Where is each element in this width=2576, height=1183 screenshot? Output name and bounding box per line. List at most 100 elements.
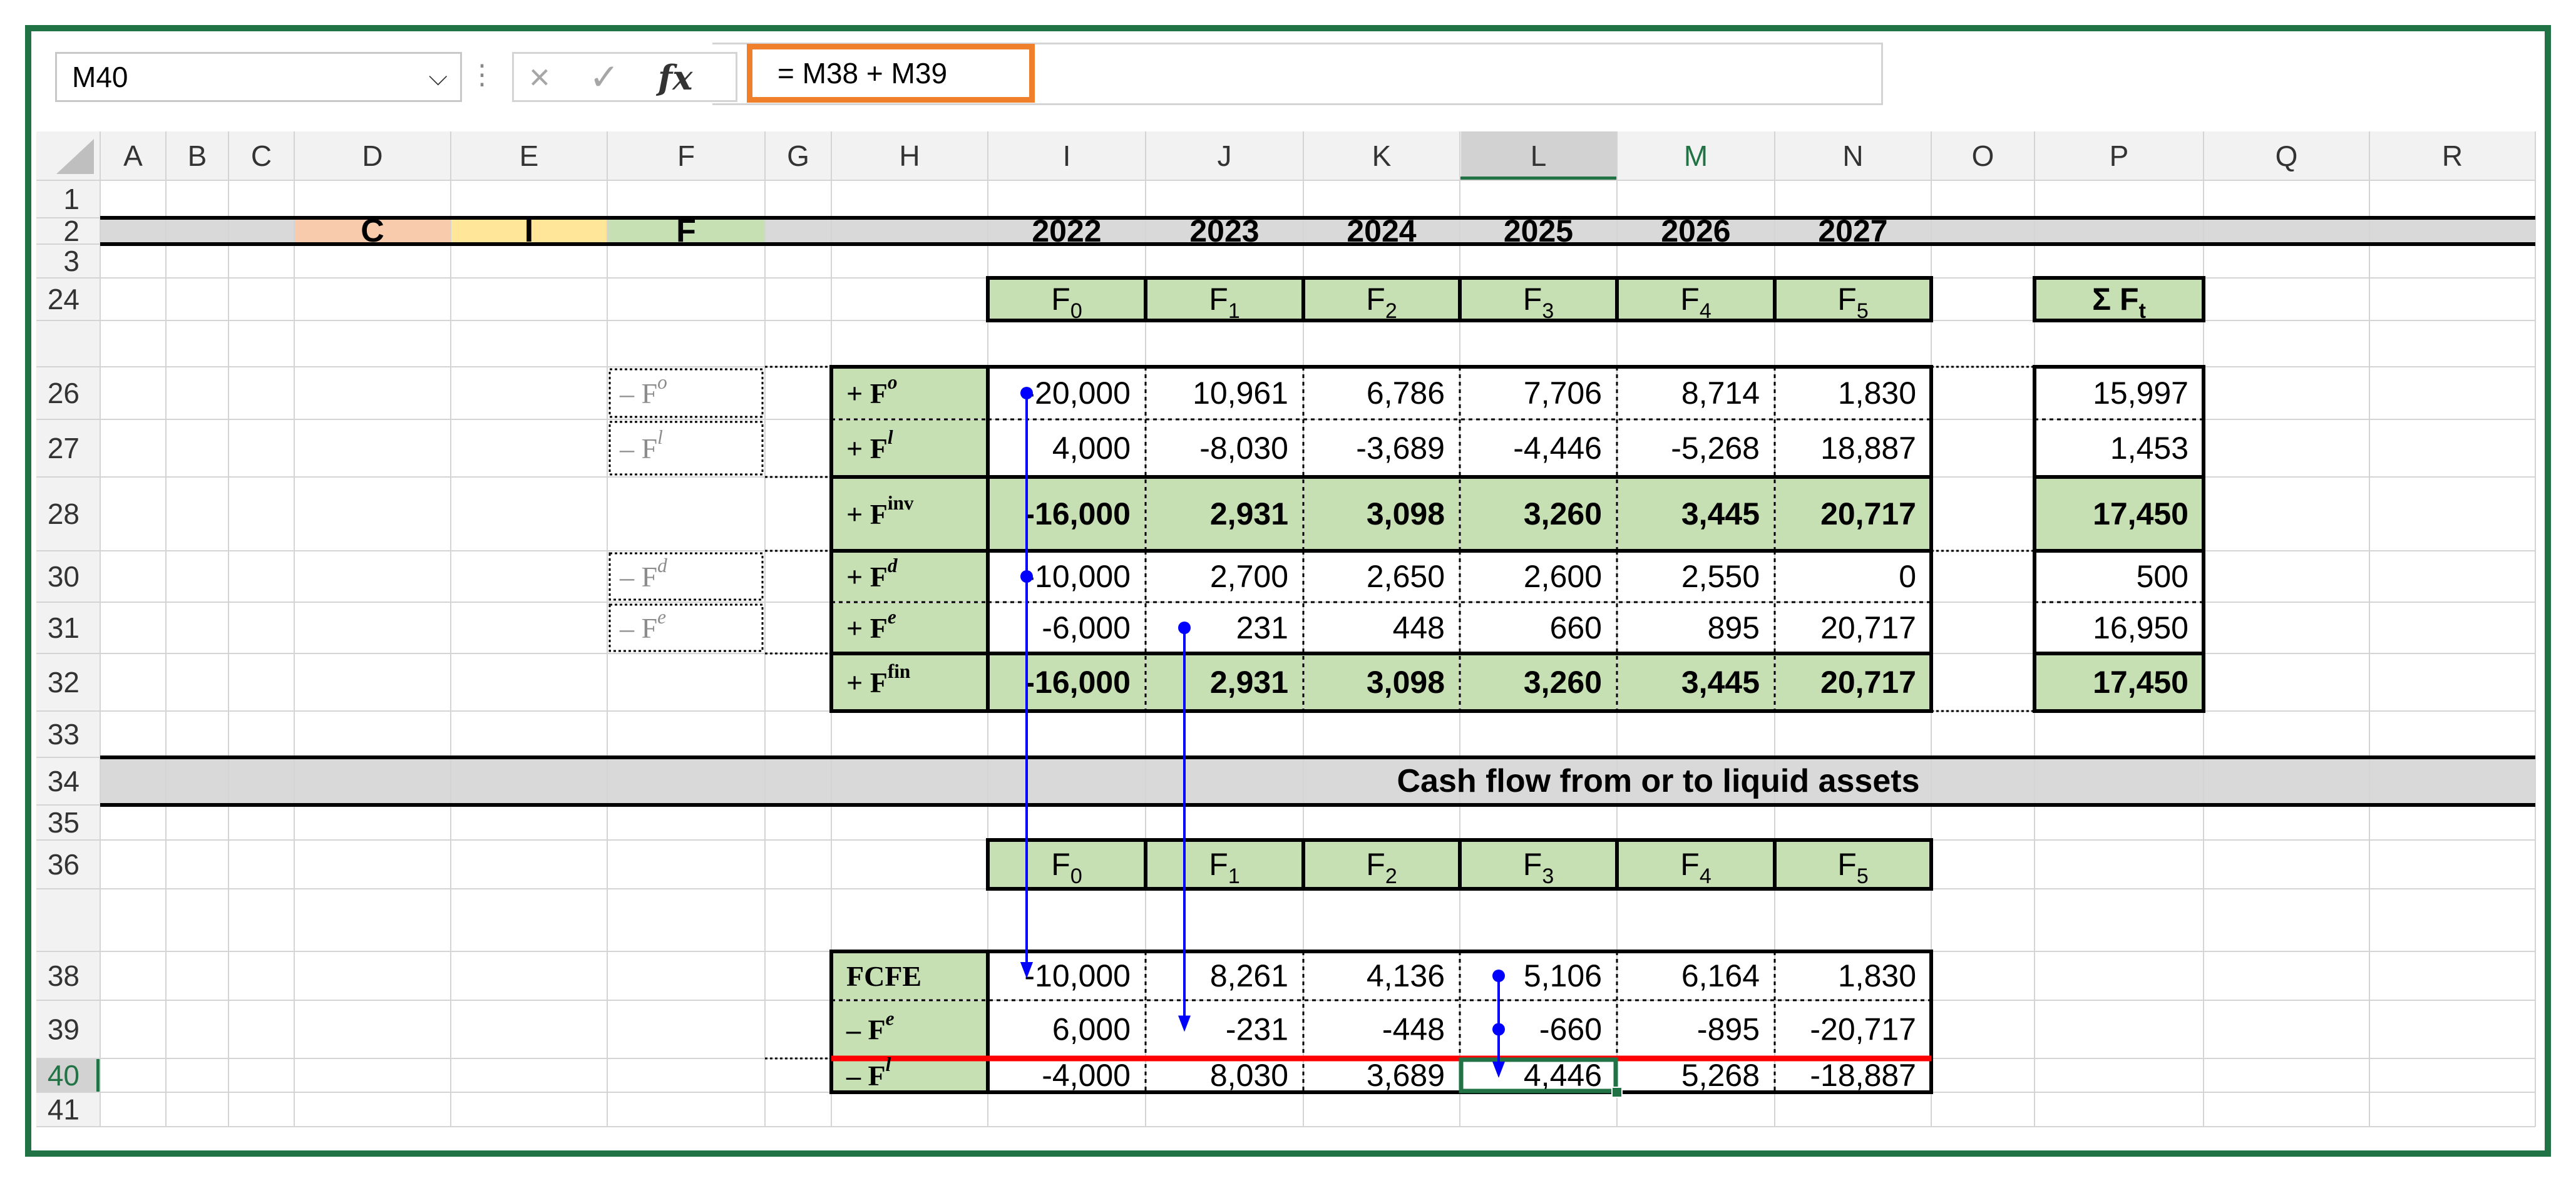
row-header-24[interactable]: 24 — [48, 283, 80, 315]
name-box[interactable]: M40 ⌵ — [55, 52, 462, 102]
row-header-31[interactable]: 31 — [48, 612, 80, 644]
row-header-1[interactable]: 1 — [63, 183, 80, 215]
row-header-35[interactable]: 35 — [48, 806, 80, 839]
row-header-26[interactable]: 26 — [48, 377, 80, 409]
table-border — [2033, 276, 2205, 322]
select-all-icon[interactable] — [56, 139, 94, 174]
year-label: 2025 — [1504, 213, 1573, 248]
column-header-a[interactable]: A — [123, 140, 143, 172]
value-cell: 20,717 — [1820, 496, 1916, 531]
row-header-2[interactable]: 2 — [63, 215, 80, 247]
row-label: + Fe — [846, 606, 896, 644]
row-label: + Ffin — [846, 660, 910, 699]
column-heading: F0 — [1051, 282, 1082, 323]
column-header-e[interactable]: E — [520, 140, 539, 172]
value-cell: -18,887 — [1810, 1058, 1916, 1093]
green-fill — [831, 419, 988, 477]
column-heading: F5 — [1837, 847, 1868, 888]
column-header-g[interactable]: G — [787, 140, 809, 172]
formula-text[interactable]: = M38 + M39 — [747, 44, 1035, 103]
column-header-m[interactable]: M — [1684, 140, 1708, 172]
column-header-selected — [1461, 131, 1617, 180]
insert-function-icon[interactable]: fx — [658, 58, 693, 98]
value-cell: 3,098 — [1367, 665, 1445, 700]
row-header-30[interactable]: 30 — [48, 560, 80, 593]
column-header-selected-underline — [1460, 177, 1617, 180]
row-header-36[interactable]: 36 — [48, 848, 80, 881]
column-header-k[interactable]: K — [1372, 140, 1392, 172]
row-header-34[interactable]: 34 — [48, 765, 80, 797]
row-label: – Fl — [846, 1053, 891, 1092]
green-fill — [831, 1058, 988, 1092]
row-header-39[interactable]: 39 — [48, 1013, 80, 1046]
enter-icon[interactable]: ✓ — [589, 57, 620, 98]
column-header-f[interactable]: F — [677, 140, 695, 172]
table-border — [829, 950, 1933, 1094]
column-header-l[interactable]: L — [1531, 140, 1547, 172]
row-header-33[interactable]: 33 — [48, 718, 80, 750]
section-band — [100, 757, 2535, 805]
column-header-p[interactable]: P — [2110, 140, 2129, 172]
side-box — [608, 368, 764, 418]
sum-cell: 16,950 — [2093, 610, 2189, 645]
trace-arrowhead — [1178, 1015, 1191, 1032]
row-header-3[interactable]: 3 — [63, 245, 80, 277]
value-cell: 2,931 — [1210, 496, 1288, 531]
side-label: – Fe — [619, 606, 666, 644]
value-cell: -16,000 — [1024, 665, 1131, 700]
value-cell: 4,136 — [1367, 958, 1445, 993]
column-header-b[interactable]: B — [188, 140, 207, 172]
column-heading: F3 — [1523, 282, 1554, 323]
fill-handle[interactable] — [1611, 1087, 1623, 1098]
value-cell: 6,786 — [1367, 376, 1445, 411]
column-header-n[interactable]: N — [1842, 140, 1863, 172]
value-cell: 20,717 — [1820, 610, 1916, 645]
row-header-28[interactable]: 28 — [48, 498, 80, 530]
green-fill — [831, 602, 988, 653]
column-header-q[interactable]: Q — [2276, 140, 2298, 172]
trace-arrowhead — [1492, 1062, 1505, 1078]
row-header-27[interactable]: 27 — [48, 432, 80, 464]
f-cell — [607, 218, 765, 244]
grip-icon[interactable]: ⋮ — [468, 59, 496, 90]
column-heading: F3 — [1523, 847, 1554, 888]
value-cell: 6,164 — [1681, 958, 1760, 993]
value-cell: 0 — [1899, 559, 1916, 594]
green-fill — [831, 1000, 988, 1058]
selected-cell[interactable] — [1459, 1057, 1618, 1093]
row-label: + Fd — [846, 555, 898, 593]
column-header-i[interactable]: I — [1063, 140, 1071, 172]
row-header-38[interactable]: 38 — [48, 960, 80, 992]
formula-input[interactable] — [712, 43, 1883, 105]
column-header-r[interactable]: R — [2442, 140, 2463, 172]
formula-buttons: × ✓ fx — [512, 52, 737, 102]
column-heading: F4 — [1680, 847, 1711, 888]
table-border — [2033, 549, 2205, 713]
column-header-j[interactable]: J — [1218, 140, 1232, 172]
row-header-41[interactable]: 41 — [48, 1093, 80, 1126]
window-frame — [25, 25, 2551, 1157]
column-header-c[interactable]: C — [251, 140, 272, 172]
value-cell: 3,689 — [1367, 1058, 1445, 1093]
value-cell: 3,445 — [1681, 496, 1760, 531]
table-border — [829, 549, 1933, 713]
side-label: – Fd — [619, 555, 667, 593]
side-label: – Fo — [619, 371, 667, 409]
value-cell: 7,706 — [1524, 376, 1602, 411]
row-header-32[interactable]: 32 — [48, 666, 80, 699]
value-cell: 3,260 — [1524, 665, 1602, 700]
cancel-icon[interactable]: × — [529, 57, 550, 98]
column-header-d[interactable]: D — [362, 140, 382, 172]
c-cell — [294, 218, 451, 244]
header-f-label: F — [676, 213, 696, 249]
row-header-40[interactable]: 40 — [48, 1059, 80, 1092]
value-cell: -5,268 — [1671, 431, 1760, 466]
chevron-down-icon[interactable]: ⌵ — [428, 63, 448, 91]
value-cell: 660 — [1550, 610, 1602, 645]
column-header-o[interactable]: O — [1972, 140, 1994, 172]
green-fill — [831, 551, 988, 602]
column-header-h[interactable]: H — [899, 140, 920, 172]
value-cell: 2,600 — [1524, 559, 1602, 594]
green-fill — [2035, 653, 2204, 711]
